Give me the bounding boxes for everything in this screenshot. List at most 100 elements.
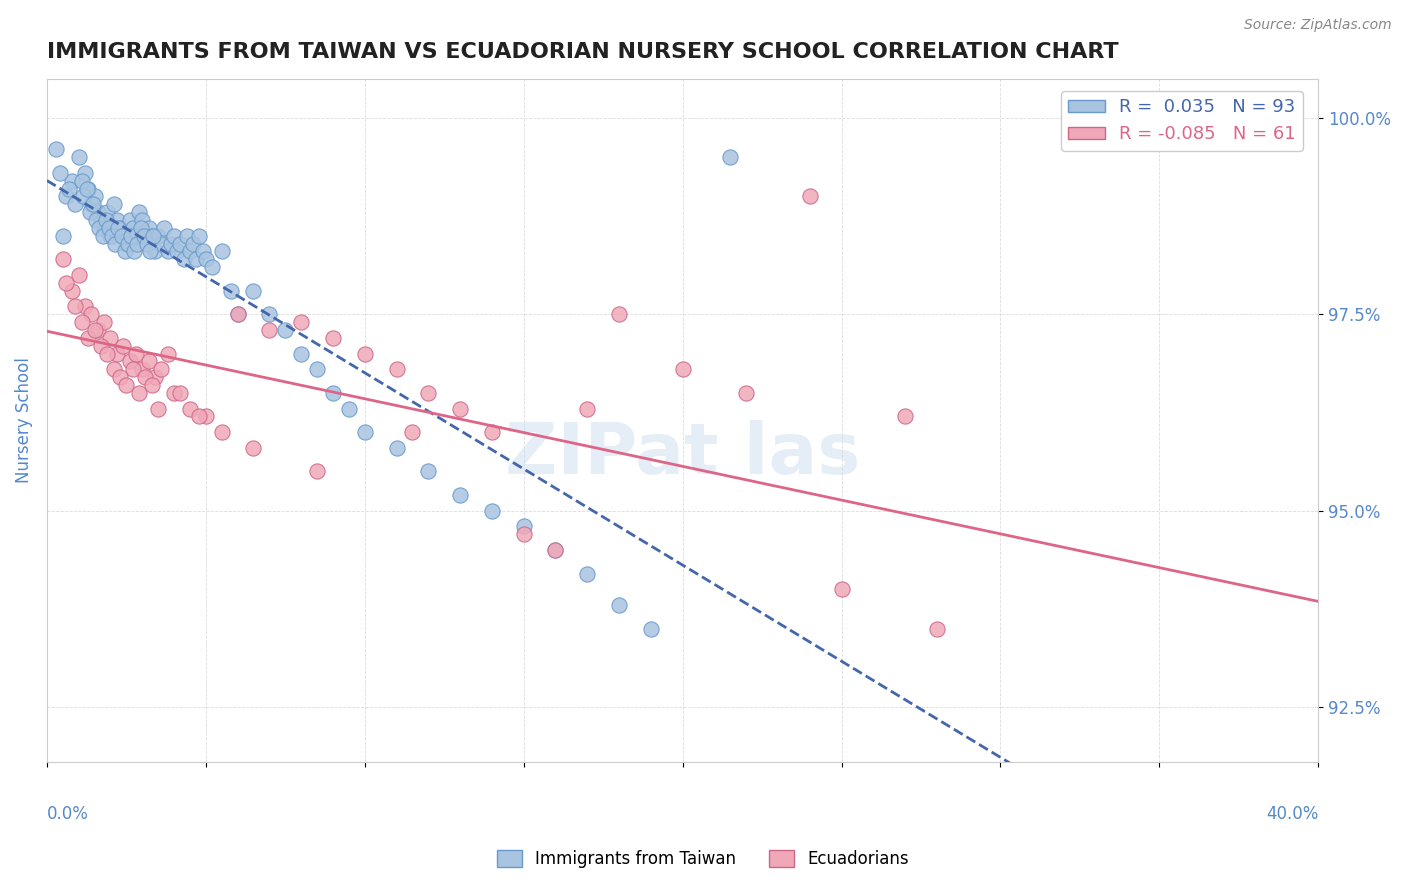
Point [385, 441, 408, 455]
Point [607, 307, 630, 321]
Point [52, 252, 75, 267]
Point [83, 189, 105, 203]
Point [127, 236, 149, 251]
Point [169, 236, 191, 251]
Point [125, 346, 148, 360]
Point [55, 189, 77, 203]
Point [112, 339, 135, 353]
Point [117, 236, 139, 251]
Point [80, 307, 103, 321]
Point [307, 362, 329, 376]
Point [194, 252, 217, 267]
Point [512, 519, 534, 533]
Point [91, 228, 114, 243]
Point [72, 189, 94, 203]
Point [96, 346, 118, 360]
Point [512, 527, 534, 541]
Point [138, 220, 160, 235]
Point [607, 598, 630, 612]
Point [124, 244, 146, 259]
Point [132, 228, 155, 243]
Point [173, 252, 195, 267]
Point [181, 236, 204, 251]
Point [108, 370, 131, 384]
Point [449, 488, 471, 502]
Point [141, 228, 163, 243]
Point [211, 425, 233, 439]
Point [353, 425, 375, 439]
Text: ZIPat las: ZIPat las [505, 420, 860, 489]
Point [163, 228, 186, 243]
Point [156, 346, 179, 360]
Point [115, 378, 138, 392]
Point [290, 315, 312, 329]
Point [73, 300, 96, 314]
Point [150, 362, 173, 376]
Point [55, 276, 77, 290]
Point [94, 213, 117, 227]
Point [107, 220, 129, 235]
Point [100, 228, 122, 243]
Point [138, 354, 160, 368]
Point [139, 244, 162, 259]
Point [142, 228, 165, 243]
Point [146, 401, 169, 416]
Point [166, 244, 188, 259]
Point [449, 401, 471, 416]
Point [101, 228, 124, 243]
Point [73, 166, 96, 180]
Point [194, 409, 217, 424]
Point [274, 323, 297, 337]
Point [799, 189, 821, 203]
Point [219, 284, 242, 298]
Point [226, 307, 249, 321]
Point [925, 622, 948, 636]
Point [104, 236, 127, 251]
Point [79, 205, 101, 219]
Point [131, 362, 153, 376]
Point [87, 205, 110, 219]
Point [156, 244, 179, 259]
Point [226, 307, 249, 321]
Point [179, 244, 201, 259]
Point [259, 307, 281, 321]
Point [146, 228, 169, 243]
Y-axis label: Nursery School: Nursery School [15, 358, 32, 483]
Point [108, 220, 131, 235]
Point [125, 228, 148, 243]
Point [188, 228, 211, 243]
Point [118, 213, 141, 227]
Point [576, 401, 599, 416]
Point [671, 362, 693, 376]
Point [385, 362, 408, 376]
Point [60, 284, 83, 298]
Point [77, 181, 100, 195]
Point [67, 150, 90, 164]
Point [401, 425, 423, 439]
Point [163, 385, 186, 400]
Point [290, 346, 312, 360]
Point [103, 197, 125, 211]
Point [82, 197, 104, 211]
Point [211, 244, 233, 259]
Point [76, 181, 98, 195]
Point [640, 622, 662, 636]
Point [93, 220, 115, 235]
Point [121, 362, 143, 376]
Point [418, 464, 440, 478]
Point [115, 236, 138, 251]
Point [105, 346, 128, 360]
Text: Source: ZipAtlas.com: Source: ZipAtlas.com [1244, 18, 1392, 32]
Point [544, 543, 567, 558]
Point [201, 260, 224, 274]
Point [176, 228, 198, 243]
Point [45, 142, 67, 156]
Point [114, 244, 136, 259]
Point [83, 323, 105, 337]
Point [65, 197, 87, 211]
Point [100, 331, 122, 345]
Point [544, 543, 567, 558]
Point [84, 213, 107, 227]
Point [990, 779, 1012, 793]
Text: 0.0%: 0.0% [46, 805, 89, 823]
